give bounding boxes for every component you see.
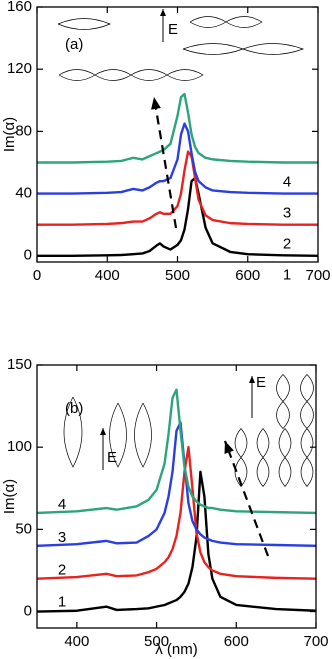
panel-label: (a) — [65, 36, 83, 53]
x-axis-label: λ (nm) — [155, 641, 198, 658]
y-tick-label: 80 — [15, 122, 32, 139]
y-tick-label: 40 — [15, 185, 32, 202]
y-tick-label: 120 — [7, 60, 32, 77]
inset-shape — [242, 43, 305, 55]
curve-label: 2 — [58, 562, 66, 579]
curve-label: 4 — [58, 496, 66, 513]
line-series — [37, 122, 318, 195]
plot-frame — [36, 6, 319, 263]
curve-label: 1 — [283, 267, 291, 284]
arrow-head — [100, 428, 106, 435]
inset-shape — [300, 457, 314, 488]
inset-shape — [57, 18, 111, 30]
x-tick-label: 700 — [303, 633, 328, 650]
inset-shape — [182, 43, 245, 55]
x-tick-label: 400 — [64, 633, 89, 650]
arrow-head — [160, 9, 166, 16]
y-tick-label: 100 — [7, 438, 32, 455]
x-tick-label: 600 — [235, 267, 260, 284]
line-series — [36, 470, 317, 613]
inset-shape — [234, 457, 248, 488]
inset-shape — [189, 16, 227, 28]
inset-shape — [300, 401, 314, 430]
x-tick-label: 700 — [305, 267, 330, 284]
field-label: E — [256, 374, 266, 391]
inset-shape — [134, 402, 152, 468]
y-tick-label: 50 — [15, 520, 32, 537]
inset-shape — [225, 16, 263, 28]
line-series — [37, 150, 318, 226]
inset-shape — [256, 428, 270, 459]
inset-shape — [166, 69, 204, 81]
inset-shape — [234, 428, 248, 459]
x-tick-label: 600 — [224, 633, 249, 650]
line-series — [36, 388, 317, 515]
inset-shape — [278, 457, 292, 488]
x-tick-label: 400 — [95, 267, 120, 284]
line-series — [37, 176, 319, 257]
curve-label: 1 — [58, 594, 66, 611]
curve-label: 4 — [283, 173, 291, 190]
inset-shape — [278, 428, 292, 459]
inset-shape — [94, 69, 132, 81]
arrow-head — [151, 97, 161, 110]
x-tick-label: 500 — [144, 633, 169, 650]
x-tick-label: 500 — [165, 267, 190, 284]
inset-shape — [63, 396, 83, 468]
plot-frame — [36, 364, 317, 629]
inset-shape — [276, 401, 290, 430]
inset-shape — [58, 69, 96, 81]
field-label: E — [168, 21, 178, 38]
arrow — [152, 96, 178, 229]
y-tick-label: 150 — [7, 356, 32, 373]
inset-shape — [300, 374, 314, 403]
y-axis-label: Im(α) — [1, 479, 18, 514]
line-series — [37, 92, 318, 164]
y-tick-label: 0 — [24, 603, 32, 620]
inset-shape — [276, 374, 290, 403]
x-tick-label: 0 — [33, 267, 41, 284]
curve-label: 2 — [283, 236, 291, 253]
inset-shape — [109, 402, 127, 468]
line-series — [36, 421, 317, 548]
inset-shape — [256, 457, 270, 488]
line-series — [36, 445, 317, 580]
arrow-head — [224, 441, 234, 454]
field-label: E — [107, 449, 117, 466]
y-tick-label: 160 — [7, 0, 32, 15]
curve-label: 3 — [58, 529, 66, 546]
arrow — [223, 440, 270, 557]
inset-shape — [130, 69, 168, 81]
curve-label: 3 — [283, 205, 291, 222]
inset-shape — [300, 428, 314, 459]
y-axis-label: Im(α) — [1, 117, 18, 152]
y-tick-label: 0 — [24, 247, 32, 264]
arrow-head — [249, 376, 255, 383]
